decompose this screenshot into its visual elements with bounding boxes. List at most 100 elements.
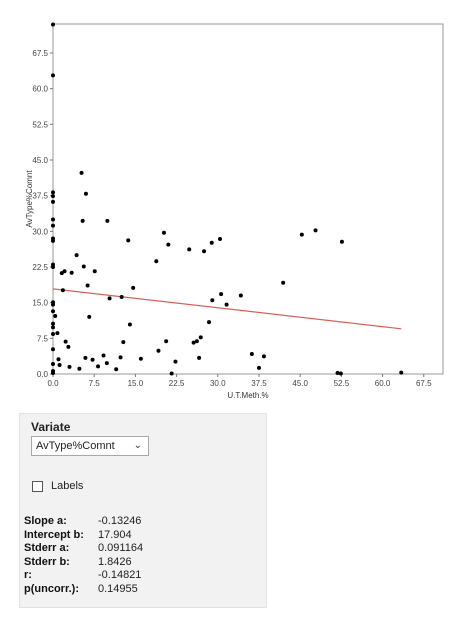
data-point bbox=[138, 356, 143, 361]
plot-frame bbox=[52, 23, 444, 375]
x-tick-label: 15.0 bbox=[128, 379, 144, 388]
data-point bbox=[217, 236, 222, 241]
labels-checkbox[interactable] bbox=[32, 481, 43, 492]
data-point bbox=[209, 240, 214, 245]
stats-row: Stderr a: 0.091164 bbox=[24, 542, 143, 556]
data-point bbox=[83, 355, 88, 360]
data-point bbox=[194, 339, 199, 344]
stat-key: Intercept b: bbox=[24, 528, 84, 541]
x-tick-label: 67.5 bbox=[416, 379, 432, 388]
data-point bbox=[313, 228, 318, 233]
stat-value: 1.8426 bbox=[98, 555, 132, 568]
stat-value: 0.14955 bbox=[98, 582, 138, 595]
data-point bbox=[339, 239, 344, 244]
data-point bbox=[335, 371, 340, 376]
data-point bbox=[126, 238, 131, 243]
data-point bbox=[121, 340, 126, 345]
stat-value: 17.904 bbox=[98, 528, 132, 541]
labels-checkbox-label: Labels bbox=[51, 480, 84, 492]
data-point bbox=[161, 230, 166, 235]
regression-stats-table: Slope a: -0.13246 Intercept b: 17.904 Stde… bbox=[24, 515, 143, 596]
x-axis-ticks: 0.0 7.5 15.0 22.5 30.0 37.5 45.0 52.5 60.0 67.5 bbox=[47, 374, 432, 388]
stat-value: -0.13246 bbox=[98, 515, 142, 527]
data-point bbox=[299, 232, 304, 237]
data-point bbox=[69, 270, 74, 275]
data-point bbox=[51, 265, 55, 270]
data-point bbox=[191, 340, 196, 345]
data-point bbox=[105, 218, 110, 223]
data-point bbox=[79, 170, 84, 175]
data-point bbox=[107, 296, 112, 301]
data-point bbox=[51, 238, 55, 243]
data-point bbox=[119, 294, 124, 299]
data-point bbox=[51, 190, 55, 195]
stats-row: Intercept b: 17.904 bbox=[24, 529, 143, 543]
data-point bbox=[57, 362, 62, 367]
data-point bbox=[166, 242, 171, 247]
stat-key: r: bbox=[24, 569, 32, 581]
data-point bbox=[202, 249, 207, 254]
data-point bbox=[127, 322, 132, 327]
y-axis-label: AvType%Comnt bbox=[25, 170, 34, 228]
y-axis-ticks: 0.0 7.5 15.0 22.5 30.0 37.5 45.0 52.5 60.0 67.5 bbox=[32, 49, 53, 379]
data-point bbox=[51, 199, 55, 204]
data-point bbox=[281, 280, 286, 285]
y-tick-label: 15.0 bbox=[32, 299, 48, 308]
data-point bbox=[173, 359, 178, 364]
stat-value: 0.091164 bbox=[98, 542, 144, 554]
data-point bbox=[197, 355, 202, 360]
y-tick-label: 30.0 bbox=[32, 227, 48, 236]
variate-label: Variate bbox=[31, 420, 71, 434]
data-point bbox=[238, 293, 243, 298]
data-point bbox=[104, 361, 109, 366]
data-point bbox=[81, 264, 86, 269]
data-point bbox=[51, 302, 55, 307]
stats-row: Slope a: -0.13246 bbox=[24, 515, 143, 529]
data-point bbox=[51, 347, 55, 352]
data-point bbox=[187, 247, 192, 252]
data-point bbox=[87, 314, 92, 319]
data-point bbox=[51, 73, 55, 78]
data-point bbox=[210, 298, 215, 303]
x-tick-label: 52.5 bbox=[334, 379, 350, 388]
data-point bbox=[51, 362, 55, 367]
y-tick-label: 45.0 bbox=[32, 156, 48, 165]
data-point bbox=[53, 313, 58, 318]
y-tick-label: 0.0 bbox=[37, 370, 49, 379]
data-point bbox=[51, 309, 55, 314]
data-point bbox=[66, 344, 71, 349]
stats-row: p(uncorr.): 0.14955 bbox=[24, 583, 143, 597]
data-point bbox=[118, 355, 123, 360]
stat-key: p(uncorr.): bbox=[24, 582, 79, 595]
data-point bbox=[131, 285, 136, 290]
data-point bbox=[83, 191, 88, 196]
data-point bbox=[224, 302, 229, 307]
data-point bbox=[92, 269, 97, 274]
data-point bbox=[62, 269, 67, 274]
x-tick-label: 30.0 bbox=[210, 379, 226, 388]
stat-key: Slope a: bbox=[24, 515, 67, 527]
y-tick-label: 7.5 bbox=[37, 334, 49, 343]
data-point bbox=[90, 357, 95, 362]
data-point bbox=[338, 371, 343, 376]
y-tick-label: 60.0 bbox=[32, 85, 48, 94]
data-point bbox=[164, 339, 169, 344]
data-point bbox=[51, 325, 55, 330]
y-tick-label: 52.5 bbox=[32, 120, 48, 129]
data-point bbox=[154, 259, 159, 264]
data-point bbox=[399, 370, 404, 375]
stats-row: r: -0.14821 bbox=[24, 569, 143, 583]
data-point bbox=[51, 321, 55, 326]
data-point bbox=[249, 352, 254, 357]
stat-key: Stderr a: bbox=[24, 542, 70, 554]
data-point bbox=[67, 364, 72, 369]
y-tick-label: 22.5 bbox=[32, 263, 48, 272]
data-point bbox=[101, 353, 106, 358]
stats-row: Stderr b: 1.8426 bbox=[24, 556, 143, 570]
x-tick-label: 37.5 bbox=[251, 379, 267, 388]
data-point bbox=[219, 292, 224, 297]
variate-dropdown[interactable]: AvType%Comnt ⌄ bbox=[31, 436, 149, 456]
data-point bbox=[51, 22, 55, 27]
data-point bbox=[77, 366, 82, 371]
data-point bbox=[74, 253, 79, 258]
